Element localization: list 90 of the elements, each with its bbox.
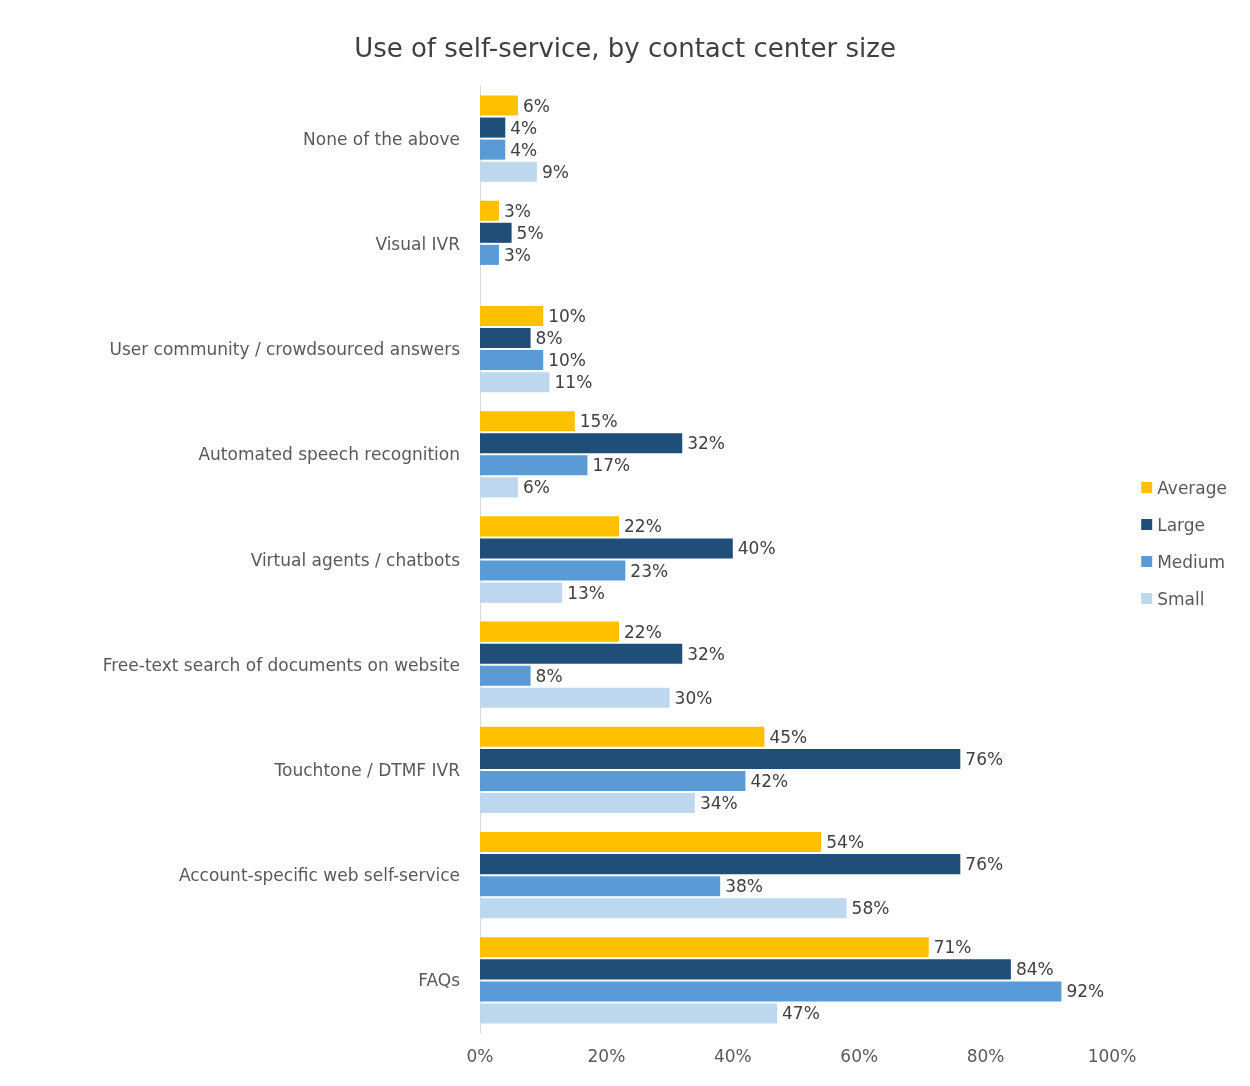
bar [480,582,563,603]
y-tick-label: FAQs [418,970,461,991]
x-tick-label: 0% [466,1045,494,1066]
legend-label: Average [1157,477,1227,498]
y-tick-label: Automated speech recognition [198,444,460,465]
bar [480,327,531,349]
data-label: 3% [503,244,531,265]
bar [480,117,506,138]
bar [480,350,544,371]
bar [480,832,822,853]
legend-label: Small [1157,588,1205,609]
bar [480,687,670,708]
data-label: 32% [687,433,726,454]
bar [480,477,518,498]
data-label: 38% [725,876,763,897]
bar [480,770,746,792]
data-label: 92% [1066,981,1105,1002]
bar [480,726,765,747]
y-tick-label: User community / crowdsourced answers [109,339,461,360]
bar [480,411,575,432]
data-label: 84% [1015,959,1054,980]
bar [480,95,518,116]
data-label: 11% [554,372,593,393]
bar [480,305,544,326]
legend-label: Large [1157,514,1206,535]
y-tick-label: Visual IVR [375,233,461,254]
data-label: 5% [516,222,544,243]
bar [480,643,683,664]
bar [480,1003,778,1024]
data-label: 8% [535,328,563,349]
data-label: 42% [750,770,789,791]
data-label: 4% [510,139,538,160]
bar [480,161,537,182]
bar [480,222,512,243]
data-label: 54% [826,832,865,853]
legend-label: Medium [1157,551,1226,572]
bar [480,981,1062,1002]
data-label: 76% [965,854,1004,875]
data-label: 30% [674,687,713,708]
y-tick-label: Touchtone / DTMF IVR [273,759,461,780]
data-label: 40% [737,538,776,559]
chart-title: Use of self-service, by contact center size [354,33,896,63]
x-tick-label: 100% [1087,1045,1137,1066]
bar [480,748,961,769]
bar [480,200,499,221]
data-label: 76% [965,748,1004,769]
x-tick-label: 80% [966,1045,1005,1066]
bar [480,433,683,454]
bar [480,854,961,875]
data-label: 71% [933,937,972,958]
data-label: 3% [503,200,531,221]
data-label: 23% [630,560,669,581]
bar [480,516,620,537]
y-tick-label: None of the above [303,128,460,149]
data-label: 13% [567,582,605,603]
bar [480,538,733,559]
data-label: 9% [541,161,569,182]
bar [480,455,588,476]
data-label: 47% [782,1003,820,1024]
x-tick-label: 20% [587,1045,626,1066]
bar [480,937,929,958]
y-tick-label: Virtual agents / chatbots [250,549,461,570]
bar [480,665,531,686]
data-label: 32% [687,643,726,664]
y-tick-label: Account-specific web self-service [178,865,460,886]
data-label: 6% [522,477,550,498]
data-label: 10% [548,350,586,371]
data-label: 10% [548,305,586,326]
bar [480,876,721,897]
data-label: 15% [579,411,618,432]
bar [480,959,1011,980]
data-label: 22% [624,516,662,537]
data-label: 17% [592,455,631,476]
x-tick-label: 40% [713,1045,752,1066]
bar [480,560,626,581]
y-tick-label: Free-text search of documents on website [102,654,460,675]
bar [480,621,620,642]
data-label: 6% [522,95,550,116]
bar [480,244,499,265]
data-label: 4% [510,117,538,138]
data-label: 8% [535,665,563,686]
bar [480,793,695,814]
x-tick-label: 60% [840,1045,879,1066]
bar [480,372,550,393]
data-label: 22% [624,621,662,642]
bar [480,139,506,160]
data-label: 34% [699,793,738,814]
bar [480,898,847,919]
data-label: 58% [851,898,890,919]
data-label: 45% [769,726,808,747]
